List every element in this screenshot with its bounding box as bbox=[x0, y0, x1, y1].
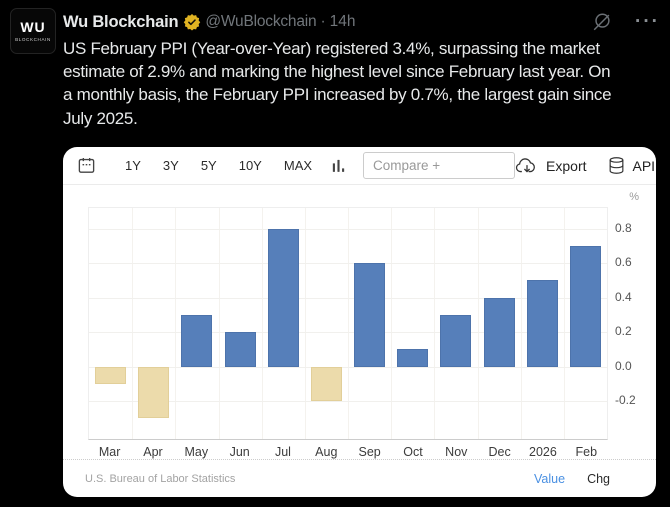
chart-toolbar: 1Y 3Y 5Y 10Y MAX Export bbox=[63, 147, 656, 185]
vertical-gridline bbox=[477, 208, 479, 439]
x-tick-label: Aug bbox=[315, 445, 338, 459]
horizontal-gridline bbox=[89, 332, 607, 334]
y-tick-label: 0.6 bbox=[615, 255, 632, 270]
vertical-gridline bbox=[261, 208, 263, 439]
export-cloud-icon bbox=[515, 157, 535, 172]
author-name[interactable]: Wu Blockchain bbox=[63, 12, 179, 31]
x-tick-label: Dec bbox=[488, 445, 511, 459]
verified-badge-icon bbox=[183, 13, 201, 31]
chg-toggle[interactable]: Chg bbox=[587, 471, 610, 486]
bar-chart-icon[interactable] bbox=[330, 157, 347, 174]
y-tick-label: 0.2 bbox=[615, 324, 632, 339]
horizontal-gridline bbox=[89, 263, 607, 265]
calendar-icon[interactable] bbox=[77, 156, 96, 175]
range-button-max[interactable]: MAX bbox=[283, 158, 313, 173]
x-axis-labels: Mar Apr May Jun Jul Aug Sep Oct Nov Dec 2026 Feb bbox=[88, 445, 608, 459]
vertical-gridline bbox=[304, 208, 306, 439]
tweet-header: Wu Blockchain @WuBlockchain · 14h ··· bbox=[63, 11, 660, 33]
avatar-subtext: BLOCKCHAIN bbox=[15, 37, 51, 42]
avatar[interactable]: WU BLOCKCHAIN bbox=[10, 8, 56, 54]
y-tick-label: 0.4 bbox=[615, 289, 632, 304]
bar-apr[interactable] bbox=[138, 366, 170, 419]
range-button-5y[interactable]: 5Y bbox=[200, 158, 217, 173]
compare-input[interactable] bbox=[363, 152, 516, 179]
x-tick-label: Jul bbox=[274, 445, 291, 459]
range-buttons: 1Y 3Y 5Y 10Y MAX bbox=[114, 158, 323, 173]
tweet-text: US February PPI (Year-over-Year) registe… bbox=[63, 37, 663, 130]
more-icon[interactable]: ··· bbox=[635, 11, 660, 32]
vertical-gridline bbox=[132, 208, 134, 439]
x-tick-label: Feb bbox=[575, 445, 598, 459]
tweet-text-line: July 2025. bbox=[63, 108, 138, 128]
tweet-text-line: US February PPI (Year-over-Year) registe… bbox=[63, 39, 600, 58]
chart-footer: U.S. Bureau of Labor Statistics Value Ch… bbox=[63, 459, 656, 497]
data-source-label: U.S. Bureau of Labor Statistics bbox=[85, 472, 236, 485]
range-button-3y[interactable]: 3Y bbox=[162, 158, 179, 173]
bar-feb[interactable] bbox=[569, 245, 601, 367]
unit-label: % bbox=[629, 191, 639, 203]
api-button[interactable]: API bbox=[607, 156, 656, 175]
bar-aug[interactable] bbox=[310, 366, 342, 402]
vertical-gridline bbox=[563, 208, 565, 439]
y-tick-label: -0.2 bbox=[615, 393, 636, 408]
chart-plot-region: % 0.8 0.6 0.4 0.2 0.0 -0.2 Mar Apr May Jun Jul Aug… bbox=[63, 185, 656, 459]
separator-dot: · bbox=[320, 13, 326, 30]
y-tick-label: 0.0 bbox=[615, 358, 632, 373]
x-tick-label: Jun bbox=[229, 445, 250, 459]
vertical-gridline bbox=[520, 208, 522, 439]
bar-mar[interactable] bbox=[95, 366, 127, 384]
author-handle[interactable]: @WuBlockchain bbox=[205, 13, 317, 30]
vertical-gridline bbox=[434, 208, 436, 439]
x-tick-label: Sep bbox=[358, 445, 381, 459]
export-button[interactable]: Export bbox=[515, 157, 587, 175]
api-label: API bbox=[632, 157, 656, 174]
export-label: Export bbox=[546, 157, 587, 174]
bar-may[interactable] bbox=[181, 314, 213, 367]
bar-jun[interactable] bbox=[224, 332, 256, 367]
bar-oct[interactable] bbox=[397, 349, 429, 367]
range-button-1y[interactable]: 1Y bbox=[125, 158, 141, 173]
x-tick-label: Nov bbox=[445, 445, 468, 459]
x-tick-label: Mar bbox=[98, 445, 121, 459]
tweet-text-line: a monthly basis, the February PPI increa… bbox=[63, 85, 612, 105]
vertical-gridline bbox=[218, 208, 220, 439]
vertical-gridline bbox=[348, 208, 349, 439]
database-icon bbox=[609, 157, 623, 174]
value-toggle[interactable]: Value bbox=[534, 471, 566, 486]
avatar-text: WU bbox=[20, 19, 46, 35]
bar-dec[interactable] bbox=[483, 297, 515, 367]
y-tick-label: 0.8 bbox=[615, 220, 632, 235]
tweet-text-line: estimate of 2.9% and marking the highest… bbox=[63, 62, 611, 82]
vertical-gridline bbox=[391, 208, 393, 439]
horizontal-gridline bbox=[89, 228, 607, 230]
x-tick-label: 2026 bbox=[529, 445, 557, 459]
bar-sep[interactable] bbox=[354, 263, 386, 367]
horizontal-gridline bbox=[89, 401, 607, 403]
horizontal-gridline bbox=[89, 297, 607, 299]
grok-icon[interactable] bbox=[591, 11, 613, 33]
bar-jul[interactable] bbox=[267, 228, 299, 367]
x-tick-label: Oct bbox=[403, 445, 423, 459]
bar-nov[interactable] bbox=[440, 314, 472, 367]
horizontal-gridline bbox=[89, 366, 607, 368]
chart-card: 1Y 3Y 5Y 10Y MAX Export bbox=[63, 147, 656, 497]
y-axis-labels: 0.8 0.6 0.4 0.2 0.0 -0.2 bbox=[615, 207, 655, 440]
timestamp[interactable]: 14h bbox=[329, 13, 356, 30]
vertical-gridline bbox=[175, 208, 177, 439]
bar-chart[interactable] bbox=[88, 207, 608, 440]
x-tick-label: May bbox=[184, 445, 209, 459]
x-tick-label: Apr bbox=[143, 445, 163, 459]
range-button-10y[interactable]: 10Y bbox=[238, 158, 262, 173]
bar-2026[interactable] bbox=[526, 280, 558, 367]
